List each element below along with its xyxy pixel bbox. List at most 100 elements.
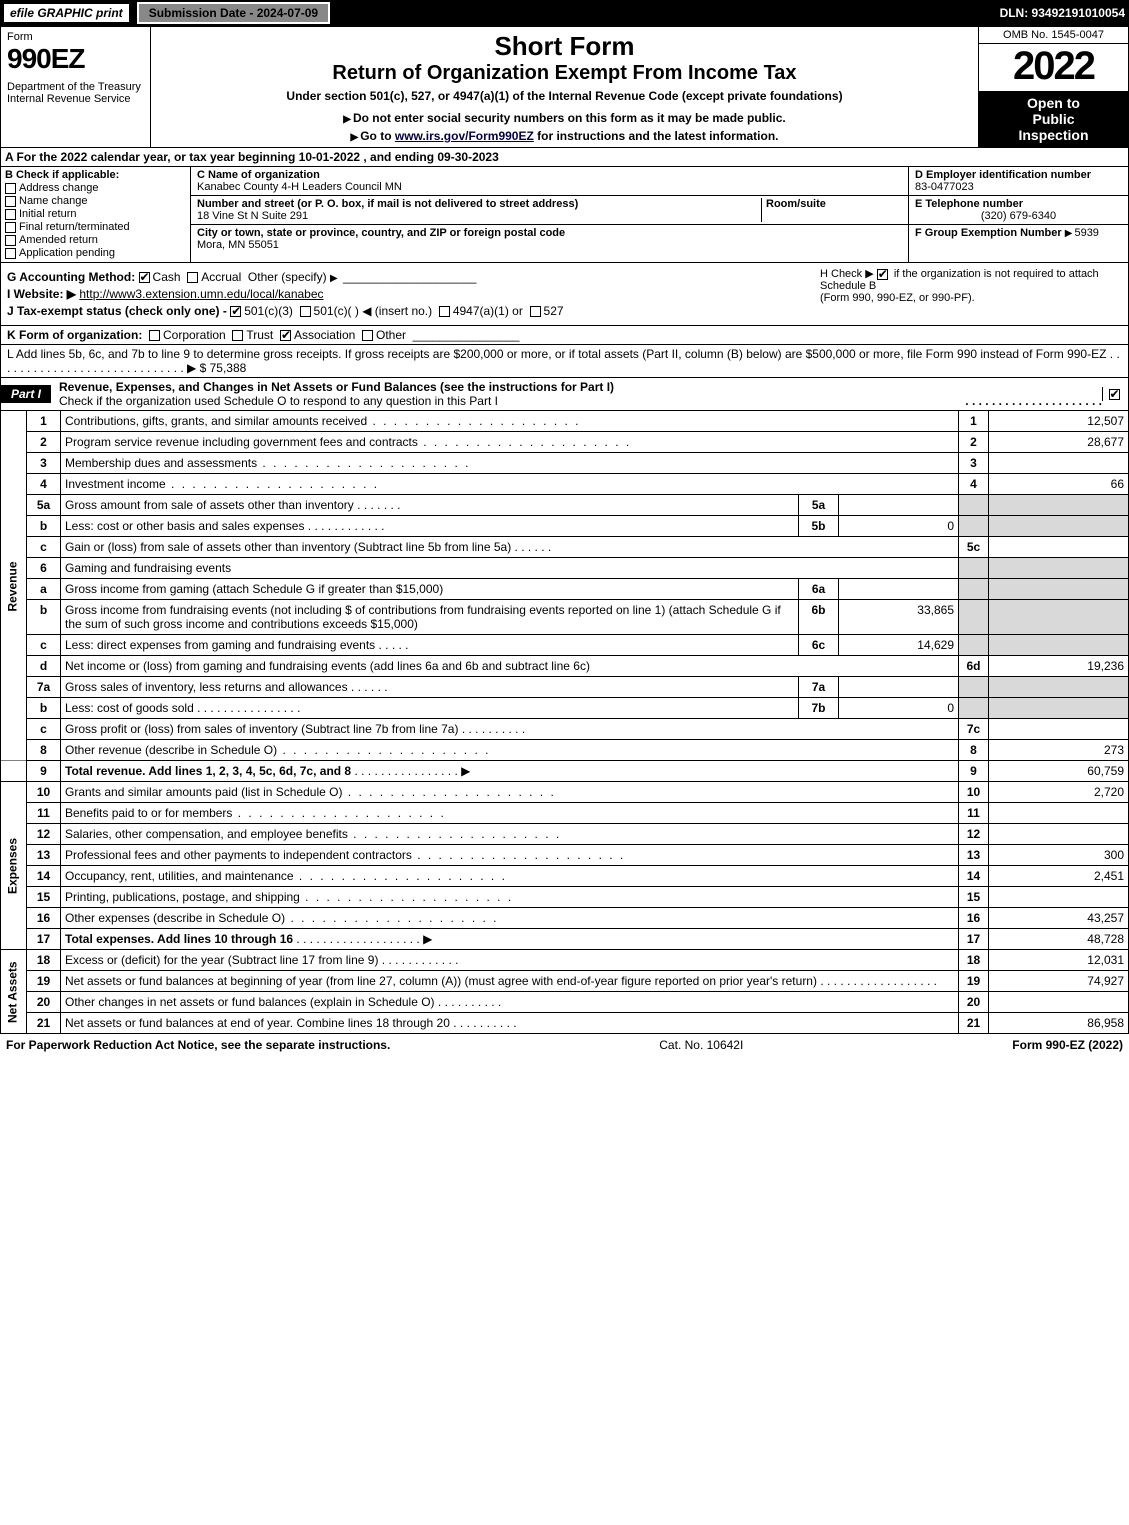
table-row: 8Other revenue (describe in Schedule O)8… bbox=[1, 740, 1129, 761]
chk-assoc[interactable] bbox=[280, 330, 291, 341]
c-street-block: Number and street (or P. O. box, if mail… bbox=[191, 196, 908, 225]
omb-number: OMB No. 1545-0047 bbox=[979, 27, 1128, 44]
footer-left: For Paperwork Reduction Act Notice, see … bbox=[6, 1038, 390, 1052]
top-bar: efile GRAPHIC print Submission Date - 20… bbox=[0, 0, 1129, 26]
efile-print-label[interactable]: efile GRAPHIC print bbox=[4, 4, 129, 22]
table-row: 14Occupancy, rent, utilities, and mainte… bbox=[1, 866, 1129, 887]
tax-year: 2022 bbox=[979, 44, 1128, 91]
submission-date: Submission Date - 2024-07-09 bbox=[137, 2, 330, 24]
footer-form-ref: Form 990-EZ (2022) bbox=[1012, 1038, 1123, 1052]
table-row: bGross income from fundraising events (n… bbox=[1, 600, 1129, 635]
header-center: Short Form Return of Organization Exempt… bbox=[151, 27, 978, 147]
form-number: 990EZ bbox=[7, 43, 144, 75]
col-d-identifiers: D Employer identification number 83-0477… bbox=[908, 167, 1128, 262]
table-row: 9Total revenue. Add lines 1, 2, 3, 4, 5c… bbox=[1, 761, 1129, 782]
chk-other-org[interactable] bbox=[362, 330, 373, 341]
netassets-side-label: Net Assets bbox=[1, 950, 27, 1034]
e-tel-label: E Telephone number bbox=[915, 198, 1023, 210]
table-row: bLess: cost of goods sold . . . . . . . … bbox=[1, 698, 1129, 719]
table-row: 16Other expenses (describe in Schedule O… bbox=[1, 908, 1129, 929]
header-left: Form 990EZ Department of the Treasury In… bbox=[1, 27, 151, 147]
c-city-block: City or town, state or province, country… bbox=[191, 225, 908, 253]
chk-501c3[interactable] bbox=[230, 306, 241, 317]
e-tel-block: E Telephone number (320) 679-6340 bbox=[909, 195, 1128, 224]
table-row: 13Professional fees and other payments t… bbox=[1, 845, 1129, 866]
table-row: 6Gaming and fundraising events bbox=[1, 558, 1129, 579]
website-link[interactable]: http://www3.extension.umn.edu/local/kana… bbox=[79, 287, 323, 301]
group-value: 5939 bbox=[1074, 227, 1098, 239]
table-row: 17Total expenses. Add lines 10 through 1… bbox=[1, 929, 1129, 950]
gross-receipts-value: $ 75,388 bbox=[200, 361, 247, 375]
table-row: bLess: cost or other basis and sales exp… bbox=[1, 516, 1129, 537]
b-label: B Check if applicable: bbox=[5, 169, 186, 181]
chk-name-change[interactable]: Name change bbox=[5, 195, 186, 207]
table-row: 20Other changes in net assets or fund ba… bbox=[1, 992, 1129, 1013]
table-row: 15Printing, publications, postage, and s… bbox=[1, 887, 1129, 908]
row-k-form-org: K Form of organization: Corporation Trus… bbox=[0, 326, 1129, 345]
part-i-title: Revenue, Expenses, and Changes in Net As… bbox=[59, 378, 1102, 410]
footer-cat-no: Cat. No. 10642I bbox=[390, 1038, 1012, 1052]
short-form-title: Short Form bbox=[159, 31, 970, 62]
do-not-enter: Do not enter social security numbers on … bbox=[159, 111, 970, 125]
page-footer: For Paperwork Reduction Act Notice, see … bbox=[0, 1034, 1129, 1056]
chk-address-change[interactable]: Address change bbox=[5, 182, 186, 194]
table-row: cLess: direct expenses from gaming and f… bbox=[1, 635, 1129, 656]
f-group-block: F Group Exemption Number 5939 bbox=[909, 224, 1128, 241]
f-group-label: F Group Exemption Number bbox=[915, 227, 1062, 239]
org-name: Kanabec County 4-H Leaders Council MN bbox=[197, 181, 402, 193]
table-row: Net Assets18Excess or (deficit) for the … bbox=[1, 950, 1129, 971]
table-row: 5aGross amount from sale of assets other… bbox=[1, 495, 1129, 516]
inspection-box: Open to Public Inspection bbox=[979, 91, 1128, 147]
form-word: Form bbox=[7, 31, 144, 43]
chk-final-return[interactable]: Final return/terminated bbox=[5, 221, 186, 233]
tel-value: (320) 679-6340 bbox=[915, 210, 1122, 222]
chk-initial-return[interactable]: Initial return bbox=[5, 208, 186, 220]
table-row: 21Net assets or fund balances at end of … bbox=[1, 1013, 1129, 1034]
ein-value: 83-0477023 bbox=[915, 181, 974, 193]
part-i-tab: Part I bbox=[1, 385, 51, 403]
block-ghij: G Accounting Method: Cash Accrual Other … bbox=[0, 263, 1129, 326]
form-subtitle: Under section 501(c), 527, or 4947(a)(1)… bbox=[159, 89, 970, 103]
table-row: 12Salaries, other compensation, and empl… bbox=[1, 824, 1129, 845]
table-row: 3Membership dues and assessments3 bbox=[1, 453, 1129, 474]
table-row: 2Program service revenue including gover… bbox=[1, 432, 1129, 453]
part-i-checkbox[interactable] bbox=[1102, 387, 1128, 401]
dln-label: DLN: 93492191010054 bbox=[1000, 6, 1125, 20]
irs-label: Internal Revenue Service bbox=[7, 93, 144, 105]
c-name-label: C Name of organization bbox=[197, 169, 320, 181]
goto-instructions: Go to www.irs.gov/Form990EZ for instruct… bbox=[159, 129, 970, 143]
org-street: 18 Vine St N Suite 291 bbox=[197, 210, 308, 222]
row-a-tax-year: A For the 2022 calendar year, or tax yea… bbox=[0, 148, 1129, 167]
header-right: OMB No. 1545-0047 2022 Open to Public In… bbox=[978, 27, 1128, 147]
chk-527[interactable] bbox=[530, 306, 541, 317]
org-city: Mora, MN 55051 bbox=[197, 239, 279, 251]
col-c-org-info: C Name of organization Kanabec County 4-… bbox=[191, 167, 908, 262]
form-title: Return of Organization Exempt From Incom… bbox=[159, 62, 970, 85]
chk-cash[interactable] bbox=[139, 272, 150, 283]
table-row: 19Net assets or fund balances at beginni… bbox=[1, 971, 1129, 992]
table-row: dNet income or (loss) from gaming and fu… bbox=[1, 656, 1129, 677]
chk-501c[interactable] bbox=[300, 306, 311, 317]
irs-link[interactable]: www.irs.gov/Form990EZ bbox=[395, 129, 534, 143]
chk-h[interactable] bbox=[877, 269, 888, 280]
revenue-side-label: Revenue bbox=[1, 411, 27, 761]
chk-amended-return[interactable]: Amended return bbox=[5, 234, 186, 246]
table-row: 11Benefits paid to or for members11 bbox=[1, 803, 1129, 824]
c-city-label: City or town, state or province, country… bbox=[197, 227, 565, 239]
d-ein-label: D Employer identification number bbox=[915, 169, 1091, 181]
chk-application-pending[interactable]: Application pending bbox=[5, 247, 186, 259]
row-l-gross-receipts: L Add lines 5b, 6c, and 7b to line 9 to … bbox=[0, 345, 1129, 378]
chk-4947[interactable] bbox=[439, 306, 450, 317]
chk-accrual[interactable] bbox=[187, 272, 198, 283]
c-room-label: Room/suite bbox=[766, 198, 826, 210]
table-row: cGain or (loss) from sale of assets othe… bbox=[1, 537, 1129, 558]
table-row: aGross income from gaming (attach Schedu… bbox=[1, 579, 1129, 600]
table-row: Expenses10Grants and similar amounts pai… bbox=[1, 782, 1129, 803]
part-i-table: Revenue 1 Contributions, gifts, grants, … bbox=[0, 411, 1129, 1034]
col-b-checkboxes: B Check if applicable: Address change Na… bbox=[1, 167, 191, 262]
row-h-check: H Check ▶ if the organization is not req… bbox=[820, 267, 1120, 304]
chk-trust[interactable] bbox=[232, 330, 243, 341]
chk-corp[interactable] bbox=[149, 330, 160, 341]
c-name-block: C Name of organization Kanabec County 4-… bbox=[191, 167, 908, 196]
table-row: 7aGross sales of inventory, less returns… bbox=[1, 677, 1129, 698]
